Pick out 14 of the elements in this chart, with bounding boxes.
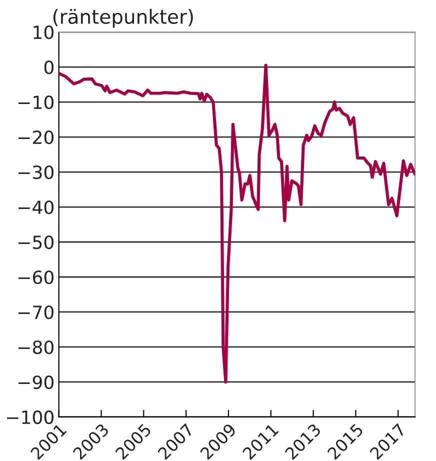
line-series: [58, 64, 416, 384]
y-tick-label: −10: [18, 95, 54, 110]
y-tick-label: −50: [18, 235, 54, 250]
chart-title: (räntepunkter): [53, 8, 193, 28]
y-tick-label: −40: [18, 200, 54, 214]
y-tick-label: −80: [18, 340, 54, 354]
y-tick-label: −100: [7, 410, 54, 424]
y-tick-label: 0: [44, 60, 54, 74]
y-tick-label: −20: [18, 130, 54, 144]
y-tick-label: −30: [18, 165, 54, 180]
y-tick-label: −60: [18, 270, 54, 284]
y-tick-label: −70: [18, 305, 54, 320]
y-tick-label: 10: [34, 26, 54, 40]
y-tick-label: −90: [18, 375, 54, 390]
